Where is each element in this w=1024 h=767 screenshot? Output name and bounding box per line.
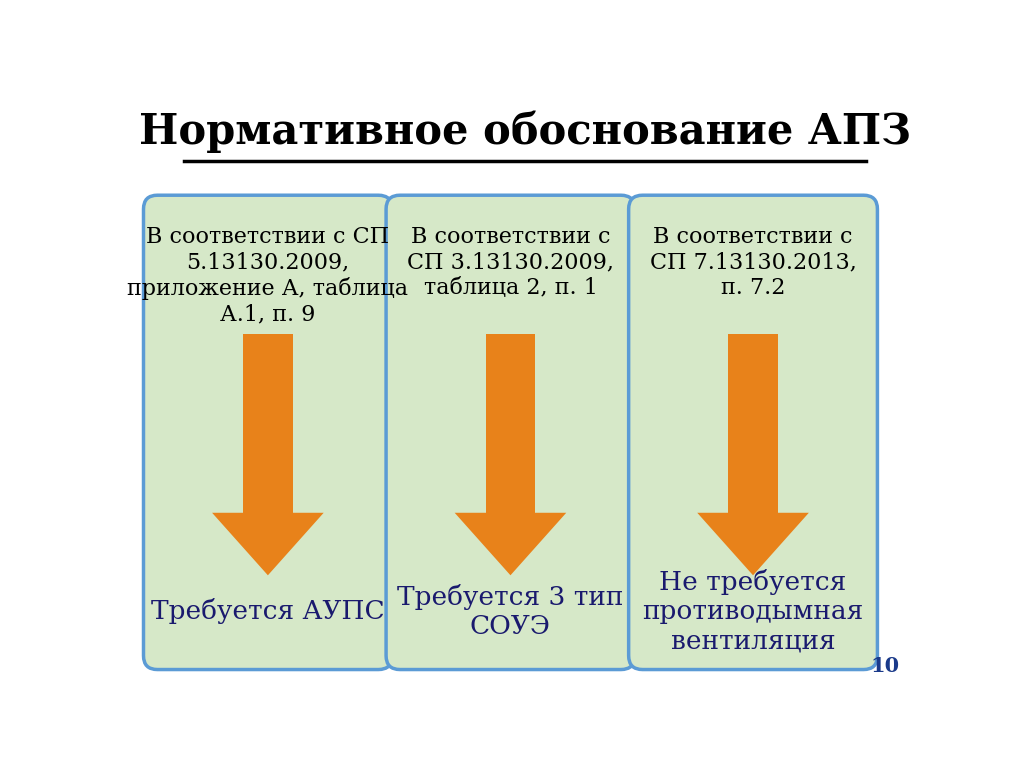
Text: 10: 10	[870, 657, 899, 676]
Text: Требуется 3 тип
СОУЭ: Требуется 3 тип СОУЭ	[397, 584, 624, 638]
FancyBboxPatch shape	[386, 196, 635, 670]
Polygon shape	[212, 513, 324, 575]
Text: В соответствии с
СП 7.13130.2013,
п. 7.2: В соответствии с СП 7.13130.2013, п. 7.2	[649, 226, 856, 299]
Text: Не требуется
противодымная
вентиляция: Не требуется противодымная вентиляция	[642, 569, 863, 653]
Polygon shape	[728, 334, 778, 513]
Text: В соответствии с СП
5.13130.2009,
приложение А, таблица
А.1, п. 9: В соответствии с СП 5.13130.2009, прилож…	[127, 226, 409, 325]
Text: Требуется АУПС: Требуется АУПС	[152, 598, 385, 624]
Polygon shape	[243, 334, 293, 513]
Polygon shape	[697, 513, 809, 575]
FancyBboxPatch shape	[143, 196, 392, 670]
Text: В соответствии с
СП 3.13130.2009,
таблица 2, п. 1: В соответствии с СП 3.13130.2009, таблиц…	[407, 226, 614, 299]
Polygon shape	[455, 513, 566, 575]
FancyBboxPatch shape	[629, 196, 878, 670]
Text: Нормативное обоснование АПЗ: Нормативное обоснование АПЗ	[139, 110, 910, 153]
Polygon shape	[485, 334, 536, 513]
